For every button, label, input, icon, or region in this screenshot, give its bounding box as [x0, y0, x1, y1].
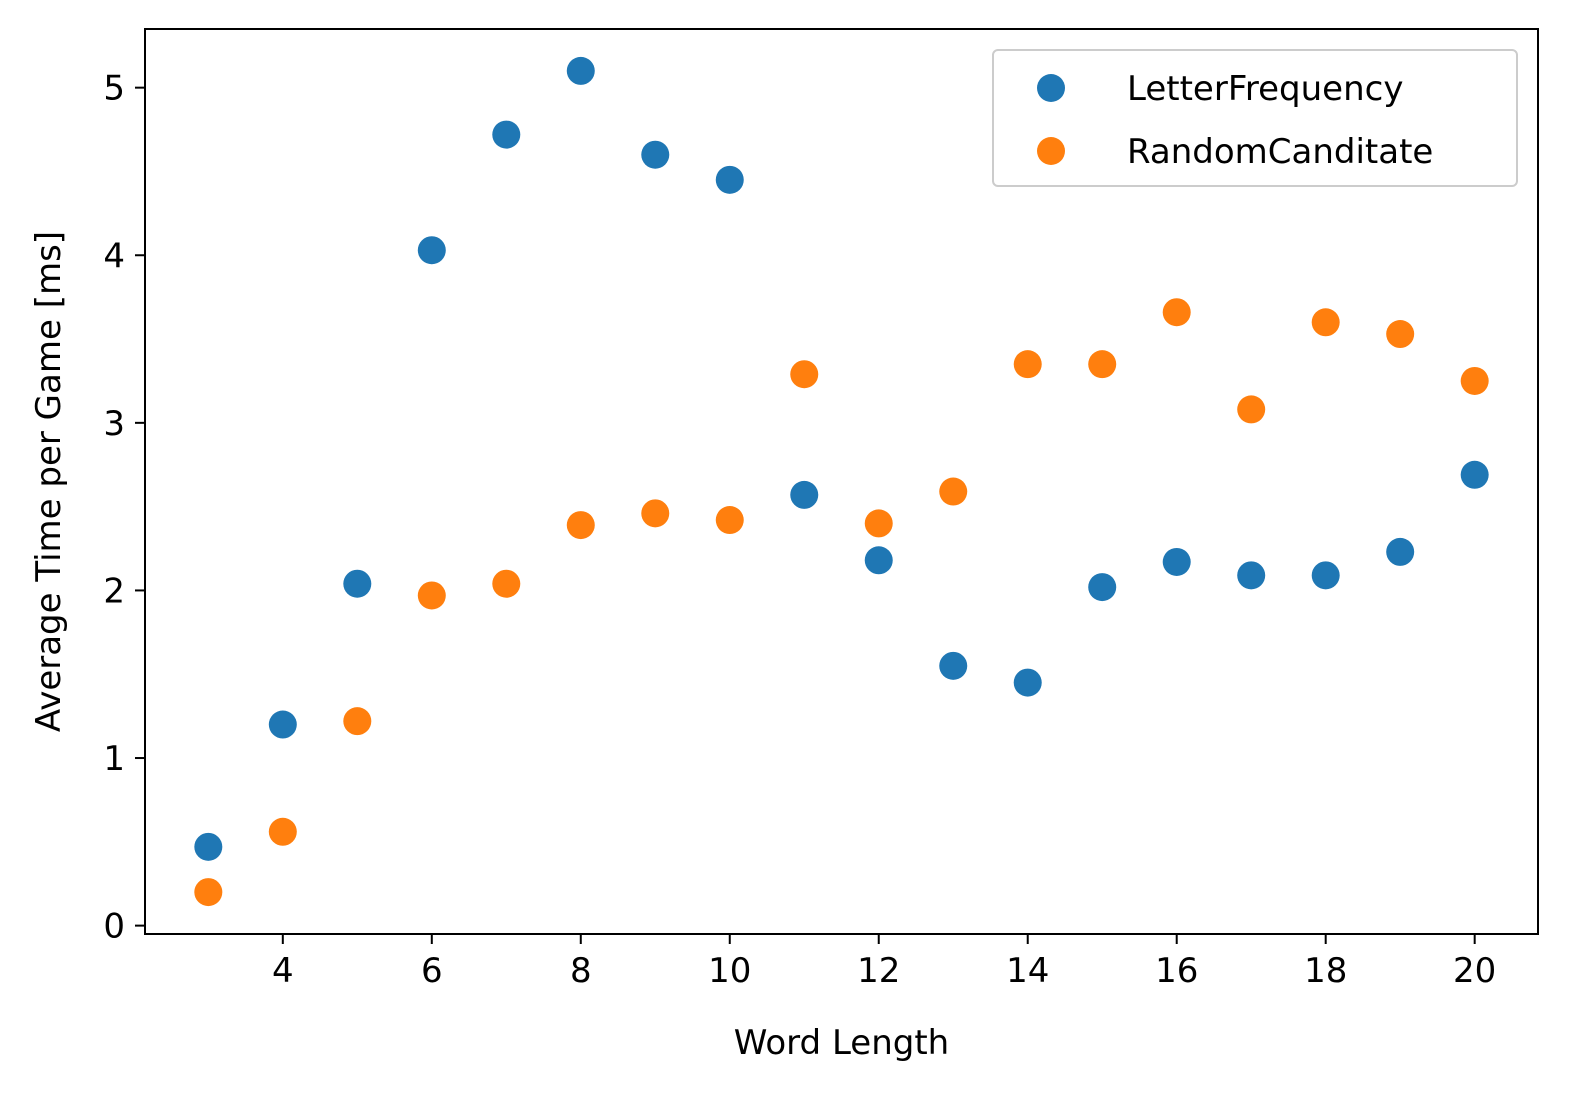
data-point [1311, 308, 1340, 337]
y-tick-label: 0 [103, 907, 125, 947]
data-point [715, 165, 744, 194]
data-point [492, 569, 521, 598]
series-letterfrequency [194, 56, 1489, 861]
x-tick-label: 18 [1304, 951, 1347, 991]
data-point [790, 360, 819, 389]
data-point [864, 546, 893, 575]
y-tick-label: 2 [103, 571, 125, 611]
legend: LetterFrequency RandomCanditate [992, 49, 1518, 187]
x-tick-label: 10 [708, 951, 751, 991]
data-point [1088, 350, 1117, 379]
y-axis-label: Average Time per Game [ms] [29, 231, 69, 732]
data-point [715, 506, 744, 535]
legend-marker [1037, 137, 1065, 165]
legend-marker [1037, 74, 1065, 102]
legend-label: RandomCanditate [1127, 132, 1433, 172]
data-point [1460, 460, 1489, 489]
data-point [492, 120, 521, 149]
data-point [1237, 561, 1266, 590]
x-tick-label: 12 [857, 951, 900, 991]
data-point [1162, 547, 1191, 576]
x-tick-label: 16 [1155, 951, 1198, 991]
data-point [566, 511, 595, 540]
data-points [194, 56, 1489, 907]
x-tick-label: 14 [1006, 951, 1049, 991]
data-point [343, 569, 372, 598]
data-point [1237, 395, 1266, 424]
data-point [1013, 668, 1042, 697]
legend-label: LetterFrequency [1127, 69, 1403, 109]
data-point [194, 832, 223, 861]
x-axis-ticks: 4 6 8 10 12 14 16 18 20 [272, 934, 1496, 991]
data-point [790, 480, 819, 509]
x-tick-label: 20 [1453, 951, 1496, 991]
data-point [939, 651, 968, 680]
data-point [1311, 561, 1340, 590]
x-tick-label: 4 [272, 951, 294, 991]
data-point [566, 56, 595, 85]
data-point [343, 707, 372, 736]
data-point [1386, 537, 1415, 566]
plot-frame [144, 28, 1539, 935]
x-tick-label: 6 [421, 951, 443, 991]
y-tick-label: 3 [103, 404, 125, 444]
data-point [268, 817, 297, 846]
data-point [417, 581, 446, 610]
data-point [1162, 298, 1191, 327]
data-point [417, 236, 446, 265]
x-tick-label: 8 [570, 951, 592, 991]
data-point [1386, 320, 1415, 349]
series-randomcanditate [194, 298, 1489, 907]
data-point [1013, 350, 1042, 379]
y-tick-label: 1 [103, 739, 125, 779]
x-axis-label: Word Length [734, 1023, 949, 1063]
data-point [864, 509, 893, 538]
data-point [1088, 573, 1117, 602]
y-axis-ticks: 0 1 2 3 4 5 [103, 69, 145, 947]
data-point [641, 140, 670, 169]
data-point [268, 710, 297, 739]
data-point [641, 499, 670, 528]
legend-box [992, 49, 1518, 187]
data-point [939, 477, 968, 506]
data-point [1460, 366, 1489, 395]
data-point [194, 878, 223, 907]
y-tick-label: 5 [103, 69, 125, 109]
y-tick-label: 4 [103, 236, 125, 276]
